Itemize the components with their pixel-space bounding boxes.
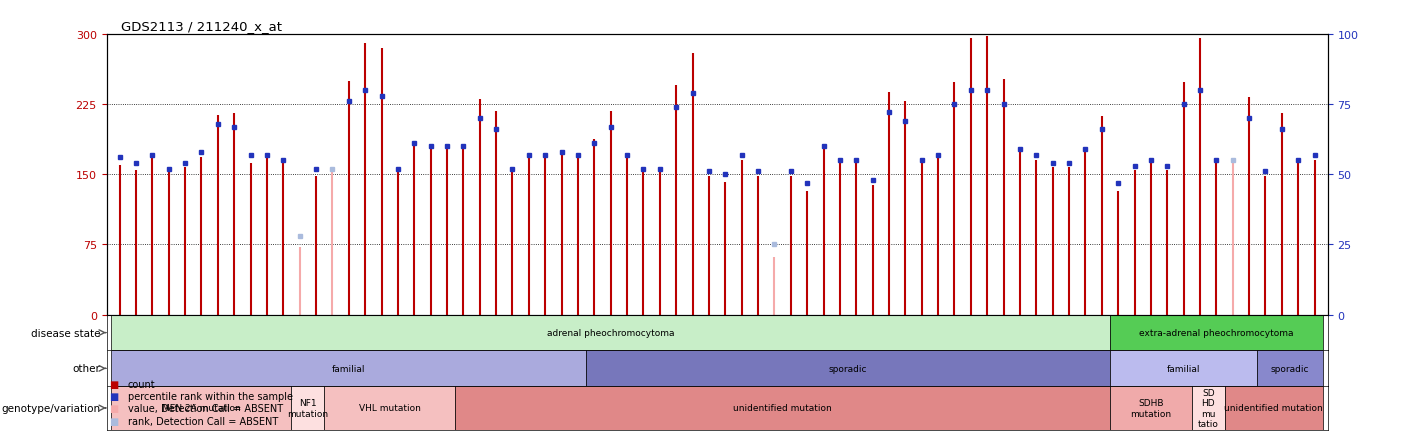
Text: adrenal pheochromocytoma: adrenal pheochromocytoma xyxy=(547,329,674,337)
Bar xyxy=(324,386,456,430)
Text: percentile rank within the sample: percentile rank within the sample xyxy=(128,391,293,401)
Bar xyxy=(1224,386,1323,430)
Text: SDHB
mutation: SDHB mutation xyxy=(1130,398,1172,418)
Text: genotype/variation: genotype/variation xyxy=(1,403,101,413)
Text: other: other xyxy=(72,364,101,374)
Text: NF1
mutation: NF1 mutation xyxy=(287,398,328,418)
Text: value, Detection Call = ABSENT: value, Detection Call = ABSENT xyxy=(128,404,283,413)
Text: extra-adrenal pheochromocytoma: extra-adrenal pheochromocytoma xyxy=(1139,329,1294,337)
Text: GDS2113 / 211240_x_at: GDS2113 / 211240_x_at xyxy=(121,20,281,33)
Text: familial: familial xyxy=(332,364,365,373)
Text: count: count xyxy=(128,379,155,389)
Bar xyxy=(111,386,291,430)
Text: sporadic: sporadic xyxy=(1271,364,1309,373)
Text: ■: ■ xyxy=(109,391,119,401)
Bar xyxy=(456,386,1110,430)
Text: MEN 2A mutation: MEN 2A mutation xyxy=(162,404,241,412)
Text: ■: ■ xyxy=(109,404,119,413)
Bar xyxy=(1257,351,1323,386)
Bar xyxy=(1110,386,1191,430)
Text: disease state: disease state xyxy=(31,328,101,338)
Text: unidentified mutation: unidentified mutation xyxy=(733,404,832,412)
Text: VHL mutation: VHL mutation xyxy=(359,404,420,412)
Text: rank, Detection Call = ABSENT: rank, Detection Call = ABSENT xyxy=(128,416,278,425)
Bar xyxy=(111,315,1110,351)
Bar xyxy=(291,386,324,430)
Text: ■: ■ xyxy=(109,379,119,389)
Bar xyxy=(1110,315,1323,351)
Bar xyxy=(1110,351,1257,386)
Text: SD
HD
mu
tatio: SD HD mu tatio xyxy=(1197,388,1218,428)
Text: sporadic: sporadic xyxy=(829,364,868,373)
Text: unidentified mutation: unidentified mutation xyxy=(1224,404,1323,412)
Text: ■: ■ xyxy=(109,416,119,425)
Bar xyxy=(111,351,586,386)
Text: familial: familial xyxy=(1167,364,1200,373)
Bar xyxy=(586,351,1110,386)
Bar xyxy=(1191,386,1224,430)
